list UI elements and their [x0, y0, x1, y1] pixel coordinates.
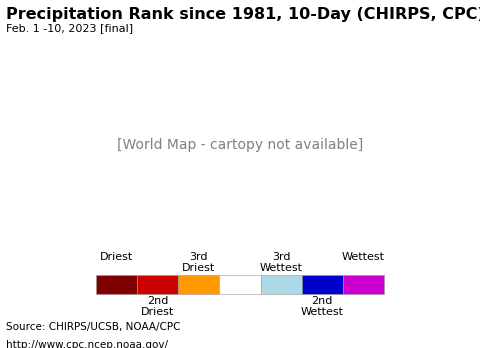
Text: http://www.cpc.ncep.noaa.gov/: http://www.cpc.ncep.noaa.gov/ — [6, 340, 168, 348]
Text: 2nd
Wettest: 2nd Wettest — [301, 295, 344, 317]
Text: Precipitation Rank since 1981, 10-Day (CHIRPS, CPC): Precipitation Rank since 1981, 10-Day (C… — [6, 7, 480, 22]
Text: Wettest: Wettest — [342, 252, 385, 262]
Bar — [343, 275, 384, 294]
Text: 2nd
Driest: 2nd Driest — [141, 295, 174, 317]
Text: 3rd
Wettest: 3rd Wettest — [260, 252, 303, 274]
Bar — [219, 275, 261, 294]
Text: 3rd
Driest: 3rd Driest — [182, 252, 216, 274]
Text: [World Map - cartopy not available]: [World Map - cartopy not available] — [117, 138, 363, 152]
Text: Feb. 1 -10, 2023 [final]: Feb. 1 -10, 2023 [final] — [6, 23, 133, 33]
Bar — [137, 275, 178, 294]
Bar — [96, 275, 137, 294]
Text: Driest: Driest — [100, 252, 133, 262]
Bar — [261, 275, 302, 294]
Bar — [302, 275, 343, 294]
Text: Source: CHIRPS/UCSB, NOAA/CPC: Source: CHIRPS/UCSB, NOAA/CPC — [6, 322, 180, 332]
Bar — [178, 275, 219, 294]
